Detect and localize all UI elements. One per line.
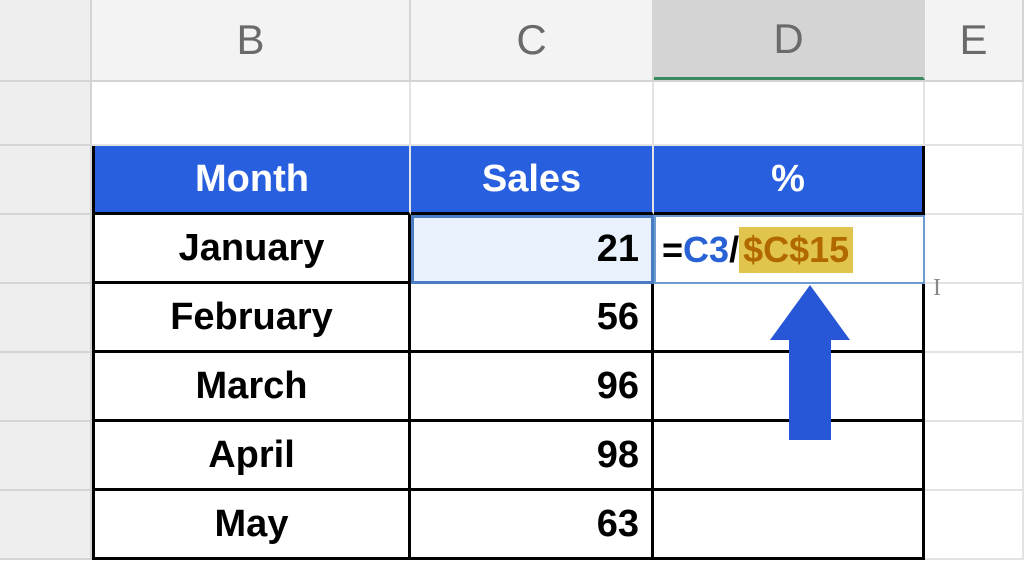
formula-reference-absolute: $C$15 <box>739 227 853 273</box>
annotation-arrow <box>780 285 840 435</box>
col-header-e[interactable]: E <box>925 0 1024 80</box>
cell-sales-march[interactable]: 96 <box>411 353 654 422</box>
arrow-head-icon <box>770 285 850 340</box>
row-header-3[interactable] <box>0 215 92 284</box>
cell-b1[interactable] <box>92 82 411 146</box>
cell-sales-february[interactable]: 56 <box>411 284 654 353</box>
header-percent[interactable]: % <box>654 146 925 215</box>
row-header-6[interactable] <box>0 422 92 491</box>
row-header-4[interactable] <box>0 284 92 353</box>
row-1 <box>0 82 1024 146</box>
column-headers-row: B C D E <box>0 0 1024 82</box>
cell-month-april[interactable]: April <box>92 422 411 491</box>
spreadsheet-view: B C D E Month Sales % January 21 <box>0 0 1024 576</box>
cell-e6[interactable] <box>925 422 1024 491</box>
header-sales[interactable]: Sales <box>411 146 654 215</box>
row-6: April 98 <box>0 422 1024 491</box>
row-header-7[interactable] <box>0 491 92 560</box>
header-month[interactable]: Month <box>92 146 411 215</box>
cell-d1[interactable] <box>654 82 925 146</box>
cell-c1[interactable] <box>411 82 654 146</box>
cell-e3[interactable] <box>925 215 1024 284</box>
row-header-2[interactable] <box>0 146 92 215</box>
cell-e1[interactable] <box>925 82 1024 146</box>
cell-e5[interactable] <box>925 353 1024 422</box>
formula-expression: = C3 / $C$15 <box>662 227 853 273</box>
grid-area: Month Sales % January 21 = C3 / $C$15 Fe <box>0 82 1024 560</box>
row-header-1[interactable] <box>0 82 92 146</box>
row-4: February 56 <box>0 284 1024 353</box>
cell-percent-may[interactable] <box>654 491 925 560</box>
row-header-5[interactable] <box>0 353 92 422</box>
cell-month-february[interactable]: February <box>92 284 411 353</box>
cell-formula-editing[interactable]: = C3 / $C$15 <box>654 215 925 284</box>
row-2: Month Sales % <box>0 146 1024 215</box>
row-7: May 63 <box>0 491 1024 560</box>
cell-e7[interactable] <box>925 491 1024 560</box>
formula-equals: = <box>662 229 683 271</box>
col-header-b[interactable]: B <box>92 0 411 80</box>
row-5: March 96 <box>0 353 1024 422</box>
col-header-c[interactable]: C <box>411 0 654 80</box>
formula-divide: / <box>729 229 739 271</box>
cell-sales-may[interactable]: 63 <box>411 491 654 560</box>
corner-cell[interactable] <box>0 0 92 80</box>
col-header-d[interactable]: D <box>654 0 925 80</box>
arrow-shaft <box>789 335 831 440</box>
cell-sales-january[interactable]: 21 <box>411 215 654 284</box>
cell-sales-april[interactable]: 98 <box>411 422 654 491</box>
formula-reference-c3: C3 <box>683 229 729 271</box>
row-3: January 21 = C3 / $C$15 <box>0 215 1024 284</box>
text-cursor-icon: I <box>933 275 941 302</box>
cell-month-january[interactable]: January <box>92 215 411 284</box>
cell-month-may[interactable]: May <box>92 491 411 560</box>
cell-month-march[interactable]: March <box>92 353 411 422</box>
cell-e2[interactable] <box>925 146 1024 215</box>
